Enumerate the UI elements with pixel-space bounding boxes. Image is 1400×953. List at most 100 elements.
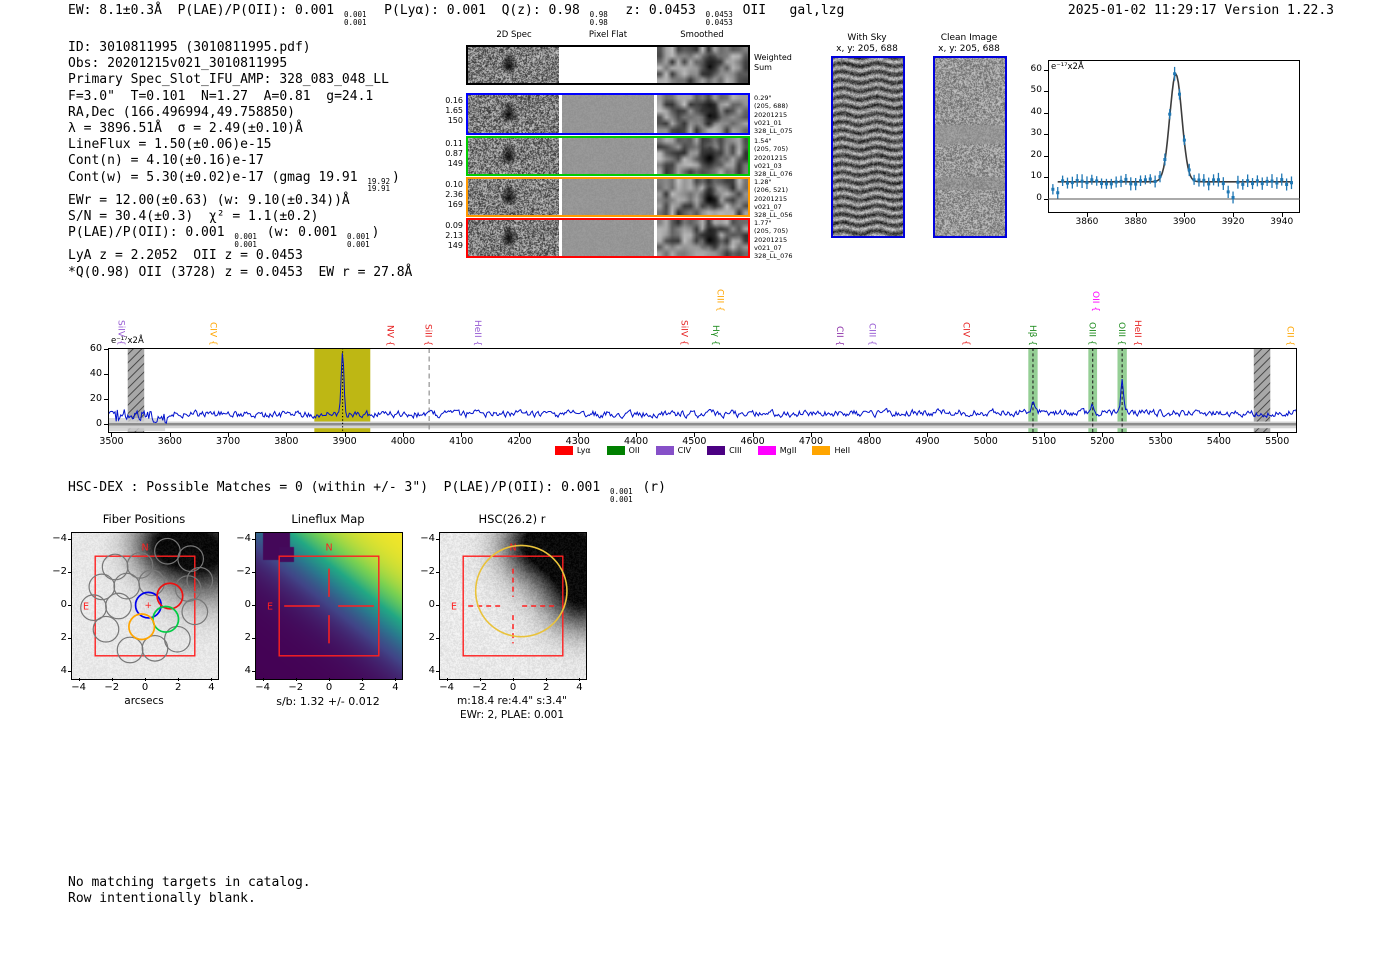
- footer-line: Row intentionally blank.: [68, 891, 256, 907]
- axis-tick-mark: [869, 433, 871, 437]
- axis-tick-label: −2: [420, 565, 435, 577]
- axis-tick-mark: [1044, 177, 1048, 179]
- axis-tick-label: 2: [428, 632, 435, 644]
- axis-tick-label: −2: [288, 682, 304, 693]
- axis-tick-label: −4: [52, 532, 67, 544]
- clean-image-frame: [933, 56, 1007, 238]
- legend-swatch: [812, 446, 831, 455]
- axis-tick-mark: [519, 433, 521, 437]
- line-id-label: NV {: [384, 324, 395, 346]
- spec2d-row-right-labels: 1.28" (206, 521) 20201215 v021_07 328_LL_056: [754, 178, 793, 220]
- stacked-value: 0.001 0.001: [234, 232, 257, 249]
- axis-tick-mark: [985, 433, 987, 437]
- hsc-panel-image: [440, 533, 586, 679]
- axis-tick-mark: [178, 678, 180, 681]
- lineflux-sb-label: s/b: 1.32 +/- 0.012: [276, 695, 380, 708]
- spec2d-row: [466, 177, 750, 217]
- axis-tick-mark: [436, 571, 439, 573]
- spectrum-legend: Lyα OII CIV CIII MgII HeII: [108, 446, 1297, 455]
- axis-tick-label: 4600: [740, 436, 765, 447]
- info-line: λ = 3896.51Å σ = 2.49(±0.10)Å: [68, 121, 303, 137]
- lineflux-panel-image: [256, 533, 402, 679]
- spec2d-row-left-labels: 0.10 2.36 169: [445, 180, 463, 209]
- axis-tick-label: 4100: [449, 436, 474, 447]
- main-chart-unit-label: e⁻¹⁷x2Å: [111, 336, 144, 346]
- axis-tick-mark: [252, 605, 255, 606]
- zoom-chart-frame: [1048, 60, 1300, 213]
- line-id-label: SiIV {: [678, 320, 689, 346]
- axis-tick-label: 4200: [507, 436, 532, 447]
- pixelflat-image: [562, 220, 654, 256]
- axis-tick-label: −4: [420, 532, 435, 544]
- axis-tick-mark: [1044, 69, 1048, 71]
- footer-line: No matching targets in catalog.: [68, 875, 311, 890]
- axis-tick-label: 4: [60, 665, 67, 677]
- axis-tick-label: 5300: [1148, 436, 1173, 447]
- axis-tick-label: 4700: [798, 436, 823, 447]
- axis-tick-label: 0: [509, 682, 517, 693]
- svg-text:E: E: [267, 601, 273, 612]
- axis-tick-label: 4: [392, 682, 399, 693]
- hsc-panel-title: HSC(26.2) r: [478, 512, 546, 526]
- lineflux-panel-overlay: NE: [267, 542, 380, 657]
- axis-tick-mark: [68, 538, 71, 540]
- legend-swatch: [757, 446, 776, 455]
- axis-tick-mark: [1160, 433, 1162, 437]
- clean-image: [935, 58, 1005, 236]
- fiber-panel-overlay: N E +: [80, 537, 214, 664]
- axis-tick-mark: [1184, 213, 1186, 217]
- spec2d-row: [466, 136, 750, 176]
- stacked-value: 0.001 0.001: [343, 10, 367, 27]
- main-spectrum-plot: [108, 348, 1297, 433]
- axis-tick-mark: [1044, 91, 1048, 93]
- info-line: *Q(0.98) OII (3728) z = 0.0453 EW r = 27…: [68, 264, 413, 280]
- axis-tick-mark: [1086, 213, 1088, 217]
- svg-text:N: N: [509, 542, 516, 553]
- stacked-value: 19.92 19.91: [367, 176, 390, 194]
- axis-tick-mark: [362, 678, 364, 681]
- axis-tick-label: 4900: [915, 436, 940, 447]
- axis-tick-mark: [104, 399, 108, 401]
- spec2d-row-left-labels: 0.09 2.13 149: [445, 221, 463, 250]
- axis-tick-label: −2: [104, 682, 120, 693]
- line-id-label: CIII {: [714, 289, 725, 312]
- axis-tick-mark: [402, 433, 404, 437]
- axis-tick-label: 3920: [1221, 217, 1245, 227]
- axis-tick-mark: [211, 678, 213, 681]
- legend-item: MgII: [757, 446, 796, 455]
- fiber-axis-label: arcsecs: [124, 695, 164, 707]
- axis-tick-label: 5200: [1090, 436, 1115, 447]
- axis-tick-mark: [1233, 213, 1235, 217]
- axis-tick-label: 30: [1030, 128, 1042, 139]
- info-line: P(LAE)/P(OII): 0.001 0.001 0.001 (w: 0.00…: [68, 225, 380, 249]
- axis-tick-mark: [78, 678, 80, 681]
- axis-tick-label: 10: [1030, 171, 1042, 182]
- spec2d-col-header-3: Smoothed: [680, 30, 724, 40]
- axis-tick-label: 60: [89, 343, 102, 355]
- axis-tick-mark: [927, 433, 929, 437]
- smoothed-image: [657, 179, 748, 215]
- svg-text:N: N: [325, 542, 332, 553]
- info-line: Obs: 20201215v021_3010811995: [68, 56, 288, 72]
- legend-swatch: [655, 446, 674, 455]
- line-id-label: HeII {: [1131, 319, 1142, 346]
- legend-swatch: [606, 446, 625, 455]
- axis-tick-label: 3940: [1270, 217, 1294, 227]
- axis-tick-mark: [68, 605, 71, 606]
- axis-tick-label: 4000: [390, 436, 415, 447]
- axis-tick-mark: [436, 671, 439, 673]
- axis-tick-mark: [694, 433, 696, 437]
- spec2d-image: [468, 47, 559, 83]
- axis-tick-label: 3800: [274, 436, 299, 447]
- spec2d-image: [468, 138, 559, 174]
- axis-tick-mark: [1044, 155, 1048, 157]
- axis-tick-label: 3900: [332, 436, 357, 447]
- svg-text:E: E: [83, 601, 89, 612]
- axis-tick-label: 3500: [99, 436, 124, 447]
- spec2d-image: [468, 179, 559, 215]
- clean-image-coords: x, y: 205, 688: [938, 44, 1000, 54]
- line-id-label: CII {: [1284, 325, 1295, 346]
- spec2d-row-right-labels: 0.29" (205, 688) 20201215 v021_01 328_LL_075: [754, 94, 793, 136]
- axis-tick-label: 5400: [1206, 436, 1231, 447]
- stacked-value: 0.98 0.98: [589, 10, 608, 27]
